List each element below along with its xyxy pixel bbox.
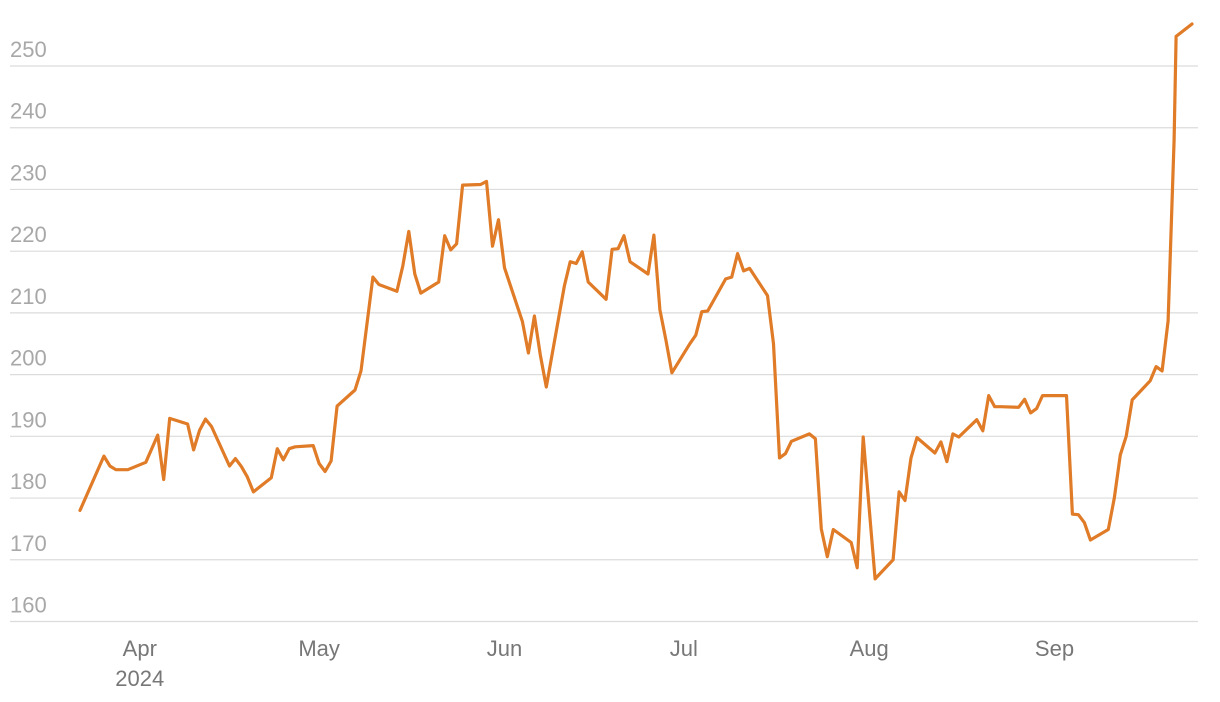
series-line bbox=[78, 22, 1194, 581]
y-tick-label: 190 bbox=[10, 407, 47, 432]
y-tick-label: 180 bbox=[10, 469, 47, 494]
x-tick-label: May bbox=[298, 636, 340, 661]
x-tick-label: Jul bbox=[670, 636, 698, 661]
y-tick-label: 220 bbox=[10, 222, 47, 247]
x-tick-label: Jun bbox=[487, 636, 522, 661]
y-tick-label: 230 bbox=[10, 160, 47, 185]
y-tick-label: 250 bbox=[10, 37, 47, 62]
x-tick-label: Sep bbox=[1035, 636, 1074, 661]
x-axis-ticks: Apr 2024 May Jun Jul Aug Sep bbox=[115, 636, 1074, 691]
y-tick-label: 170 bbox=[10, 531, 47, 556]
x-tick-sublabel: 2024 bbox=[115, 666, 164, 691]
y-tick-label: 160 bbox=[10, 593, 47, 618]
y-axis-ticks: 160 170 180 190 200 210 220 230 240 250 bbox=[10, 37, 47, 618]
y-tick-label: 200 bbox=[10, 346, 47, 371]
x-tick-label: Apr bbox=[123, 636, 157, 661]
y-tick-label: 210 bbox=[10, 284, 47, 309]
y-tick-label: 240 bbox=[10, 99, 47, 124]
x-tick-label: Aug bbox=[850, 636, 889, 661]
gridlines bbox=[10, 65, 1198, 623]
